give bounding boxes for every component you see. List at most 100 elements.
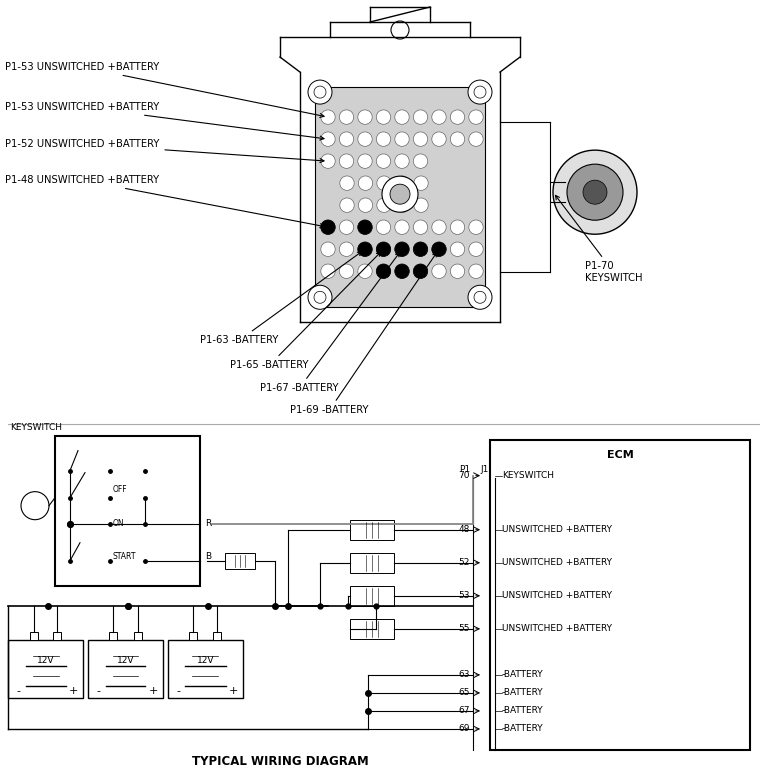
Text: ECM: ECM <box>607 449 634 459</box>
Circle shape <box>308 80 332 104</box>
Bar <box>214 632 221 640</box>
Circle shape <box>376 220 391 234</box>
Circle shape <box>432 242 446 257</box>
Circle shape <box>395 220 409 234</box>
Text: P1-69 -BATTERY: P1-69 -BATTERY <box>290 253 437 415</box>
Circle shape <box>396 198 409 213</box>
Bar <box>88 640 163 698</box>
Text: P1-53 UNSWITCHED +BATTERY: P1-53 UNSWITCHED +BATTERY <box>5 102 324 140</box>
Bar <box>350 520 394 540</box>
Text: 63: 63 <box>458 670 470 680</box>
Bar <box>350 553 394 573</box>
Circle shape <box>553 150 637 234</box>
Circle shape <box>468 220 483 234</box>
Circle shape <box>395 154 409 168</box>
Circle shape <box>450 132 465 147</box>
Circle shape <box>468 110 483 124</box>
Circle shape <box>395 132 409 147</box>
Circle shape <box>339 264 354 279</box>
Text: ON: ON <box>113 519 124 528</box>
Circle shape <box>321 154 335 168</box>
Bar <box>490 439 750 750</box>
Circle shape <box>395 242 409 257</box>
Circle shape <box>413 264 428 279</box>
Circle shape <box>450 242 465 257</box>
Bar <box>225 553 255 569</box>
Circle shape <box>358 242 372 257</box>
Bar <box>29 632 38 640</box>
Circle shape <box>432 132 446 147</box>
Circle shape <box>321 220 335 234</box>
Text: UNSWITCHED +BATTERY: UNSWITCHED +BATTERY <box>502 591 612 601</box>
Circle shape <box>339 242 354 257</box>
Text: -BATTERY: -BATTERY <box>502 688 544 697</box>
Text: P1-48 UNSWITCHED +BATTERY: P1-48 UNSWITCHED +BATTERY <box>5 175 324 227</box>
Text: UNSWITCHED +BATTERY: UNSWITCHED +BATTERY <box>502 624 612 634</box>
Text: P1-63 -BATTERY: P1-63 -BATTERY <box>200 252 362 346</box>
Text: UNSWITCHED +BATTERY: UNSWITCHED +BATTERY <box>502 525 612 535</box>
Text: -: - <box>16 686 20 696</box>
Text: TYPICAL WIRING DIAGRAM: TYPICAL WIRING DIAGRAM <box>192 756 369 768</box>
Text: +: + <box>148 686 157 696</box>
Text: 67: 67 <box>458 707 470 716</box>
Bar <box>8 640 83 698</box>
Circle shape <box>450 110 465 124</box>
Circle shape <box>377 176 391 190</box>
Circle shape <box>376 110 391 124</box>
Text: J1: J1 <box>481 465 489 474</box>
Circle shape <box>321 242 335 257</box>
Circle shape <box>376 264 391 279</box>
Bar <box>350 586 394 606</box>
Circle shape <box>376 242 391 257</box>
Text: R: R <box>205 519 211 528</box>
Circle shape <box>413 242 428 257</box>
Circle shape <box>450 264 465 279</box>
Circle shape <box>339 220 354 234</box>
Circle shape <box>382 176 418 212</box>
Circle shape <box>358 242 372 257</box>
Circle shape <box>376 132 391 147</box>
Text: P1: P1 <box>459 465 471 474</box>
Circle shape <box>432 242 446 257</box>
Text: 65: 65 <box>458 688 470 697</box>
Circle shape <box>358 132 372 147</box>
Text: P1-70
KEYSWITCH: P1-70 KEYSWITCH <box>555 195 643 283</box>
Text: P1-53 UNSWITCHED +BATTERY: P1-53 UNSWITCHED +BATTERY <box>5 62 324 118</box>
Circle shape <box>308 285 332 310</box>
Circle shape <box>358 110 372 124</box>
Circle shape <box>450 220 465 234</box>
Text: UNSWITCHED +BATTERY: UNSWITCHED +BATTERY <box>502 558 612 568</box>
Circle shape <box>321 110 335 124</box>
Text: P1-67 -BATTERY: P1-67 -BATTERY <box>260 253 399 393</box>
Circle shape <box>432 264 446 279</box>
Circle shape <box>358 154 372 168</box>
Circle shape <box>395 242 409 257</box>
Circle shape <box>339 176 354 190</box>
Circle shape <box>413 154 428 168</box>
Text: P1-65 -BATTERY: P1-65 -BATTERY <box>230 252 381 370</box>
Circle shape <box>358 264 372 279</box>
Text: P1-52 UNSWITCHED +BATTERY: P1-52 UNSWITCHED +BATTERY <box>5 139 324 163</box>
Circle shape <box>395 264 409 279</box>
Bar <box>168 640 243 698</box>
Circle shape <box>432 110 446 124</box>
Circle shape <box>321 264 335 279</box>
Bar <box>134 632 141 640</box>
Circle shape <box>339 198 354 213</box>
Circle shape <box>359 198 372 213</box>
Text: 12V: 12V <box>197 657 214 665</box>
Text: -: - <box>96 686 100 696</box>
Circle shape <box>358 220 372 234</box>
Text: -: - <box>176 686 180 696</box>
Circle shape <box>376 242 391 257</box>
Circle shape <box>321 132 335 147</box>
Circle shape <box>432 220 446 234</box>
Circle shape <box>377 198 391 213</box>
Text: -BATTERY: -BATTERY <box>502 724 544 733</box>
Circle shape <box>468 285 492 310</box>
Circle shape <box>413 242 428 257</box>
Circle shape <box>339 154 354 168</box>
Bar <box>190 632 197 640</box>
Text: 55: 55 <box>458 624 470 634</box>
Text: 70: 70 <box>458 471 470 480</box>
